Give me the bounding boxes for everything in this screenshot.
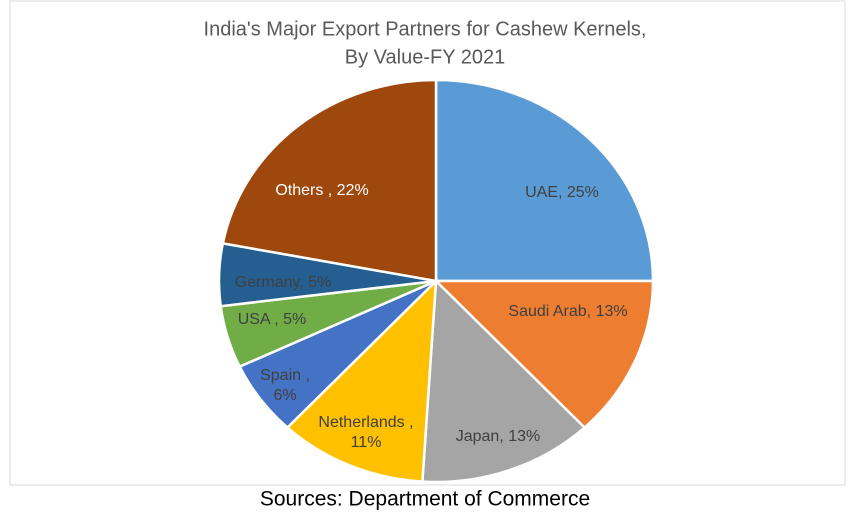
data-label: Germany, 5%	[235, 274, 332, 291]
chart-subtitle: By Value-FY 2021	[345, 46, 505, 68]
data-label: Others , 22%	[275, 182, 368, 199]
pie-slice	[434, 78, 655, 283]
data-label: Saudi Arab, 13%	[508, 303, 627, 320]
source-note: Sources: Department of Commerce	[260, 488, 590, 511]
data-label: Spain , 6%	[260, 367, 310, 404]
pie-slice	[221, 78, 438, 283]
pie-slice	[285, 277, 438, 483]
data-label: Japan, 13%	[456, 428, 541, 445]
data-label: Netherlands , 11%	[318, 414, 413, 451]
data-label: UAE, 25%	[525, 184, 599, 201]
data-label: USA , 5%	[238, 311, 306, 328]
pie-slice	[432, 279, 655, 430]
chart-title: India's Major Export Partners for Cashew…	[204, 18, 647, 40]
pie-slice	[421, 278, 587, 484]
